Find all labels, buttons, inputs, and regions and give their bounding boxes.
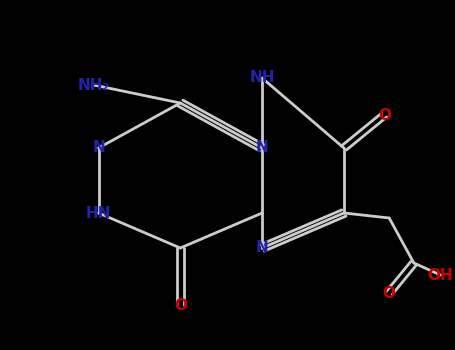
Text: O: O — [383, 286, 396, 301]
Text: OH: OH — [428, 267, 453, 282]
Text: NH: NH — [249, 70, 275, 85]
Text: HN: HN — [86, 205, 111, 220]
Text: NH₂: NH₂ — [77, 77, 110, 92]
Text: O: O — [378, 107, 391, 122]
Text: N: N — [256, 240, 268, 256]
Text: N: N — [256, 140, 268, 155]
Text: O: O — [174, 298, 187, 313]
Text: N: N — [92, 140, 105, 155]
